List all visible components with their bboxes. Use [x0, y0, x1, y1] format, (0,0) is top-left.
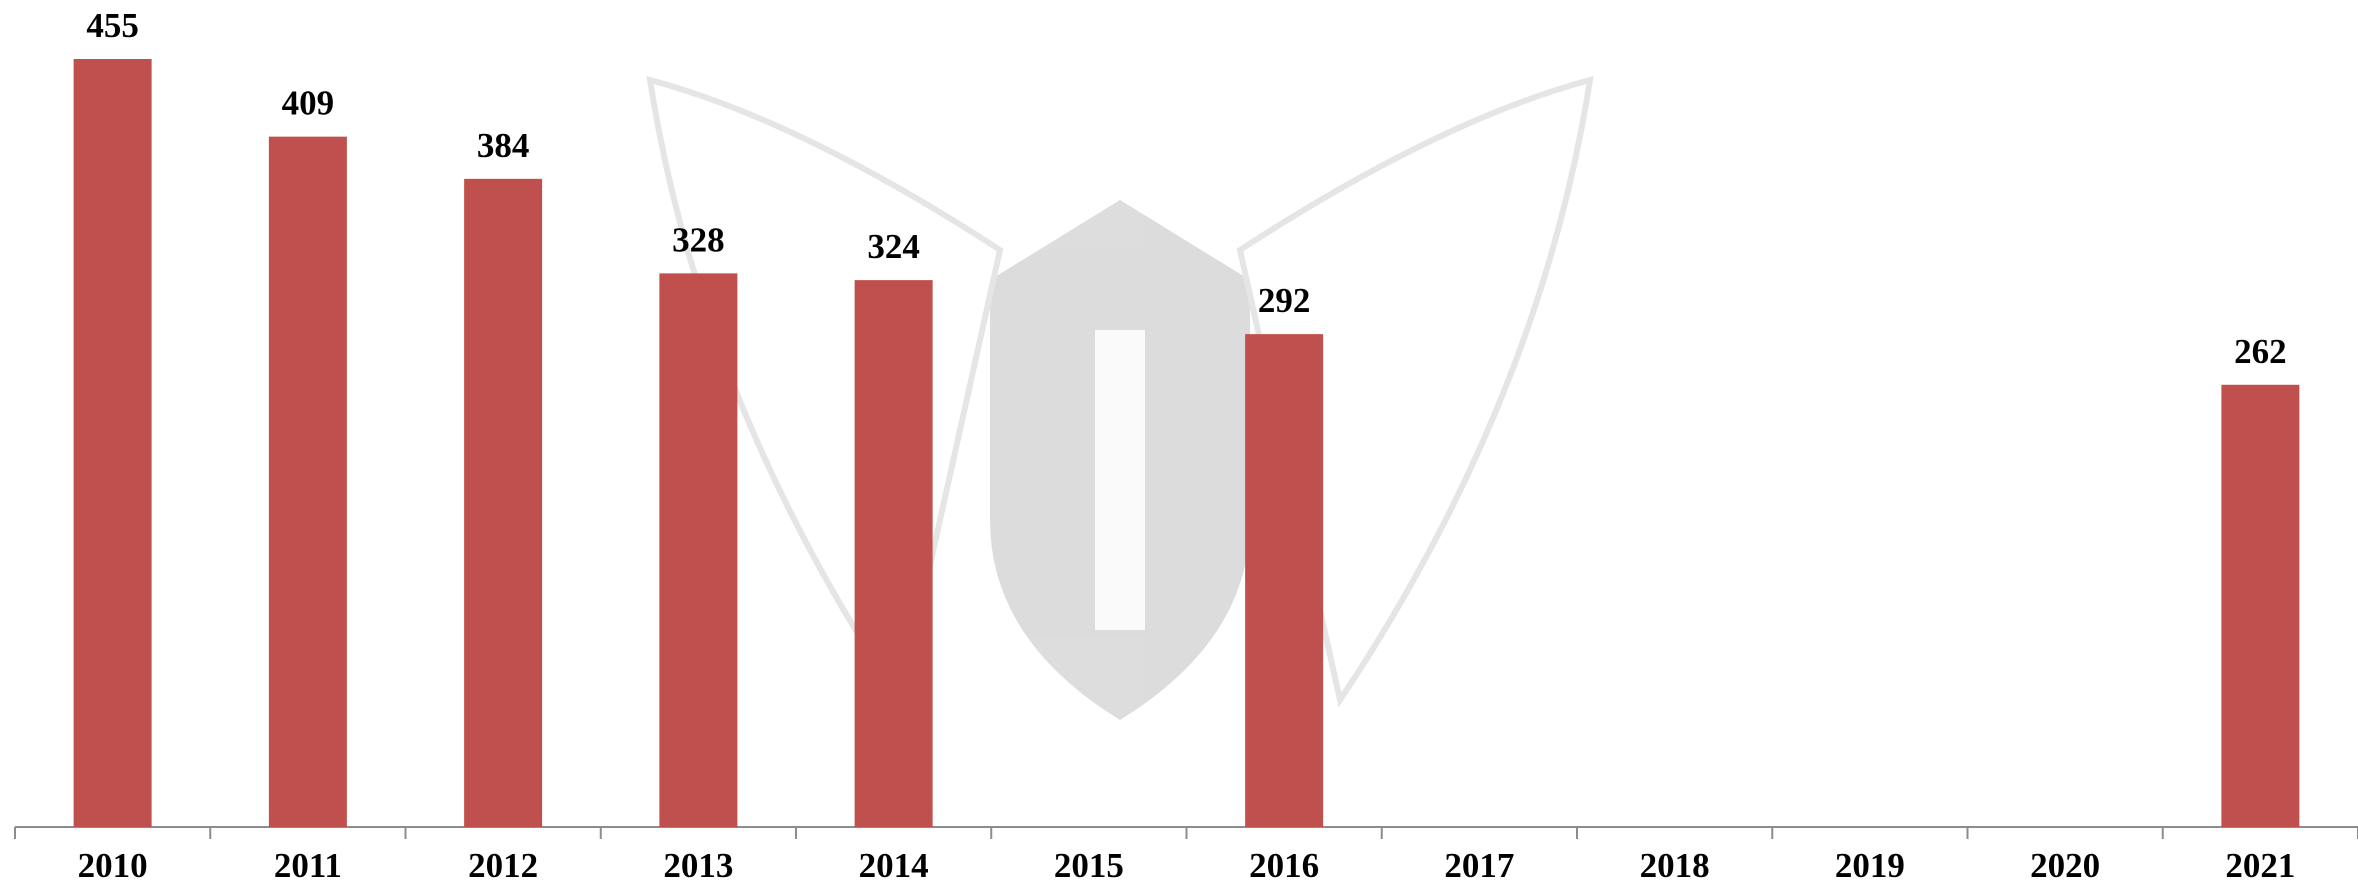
watermark-shield [990, 200, 1250, 720]
bar [1245, 334, 1324, 827]
bar [2221, 384, 2300, 827]
data-label: 384 [477, 126, 530, 165]
bar [659, 273, 738, 827]
data-label: 328 [672, 220, 725, 259]
x-tick-label: 2020 [2030, 846, 2100, 885]
x-tick-label: 2013 [663, 846, 733, 885]
x-tick-label: 2016 [1249, 846, 1319, 885]
watermark-column [1095, 330, 1145, 630]
watermark [646, 75, 1594, 720]
x-tick-label: 2014 [859, 846, 929, 885]
bar [268, 136, 347, 828]
x-tick-label: 2010 [78, 846, 148, 885]
data-label: 324 [867, 227, 920, 266]
bar [73, 59, 152, 827]
x-tick-label: 2021 [2225, 846, 2295, 885]
x-tick-label: 2015 [1054, 846, 1124, 885]
data-label: 292 [1258, 281, 1311, 320]
data-label: 409 [282, 84, 335, 123]
data-label: 455 [86, 6, 139, 45]
x-tick-label: 2019 [1835, 846, 1905, 885]
x-tick-label: 2012 [468, 846, 538, 885]
data-label: 262 [2234, 332, 2287, 371]
x-tick-label: 2017 [1444, 846, 1514, 885]
watermark-wing [646, 75, 1004, 708]
x-tick-label: 2011 [274, 846, 342, 885]
x-tick-label: 2018 [1640, 846, 1710, 885]
watermark-wing [1236, 75, 1594, 708]
bar [464, 178, 543, 828]
bar [854, 280, 933, 828]
